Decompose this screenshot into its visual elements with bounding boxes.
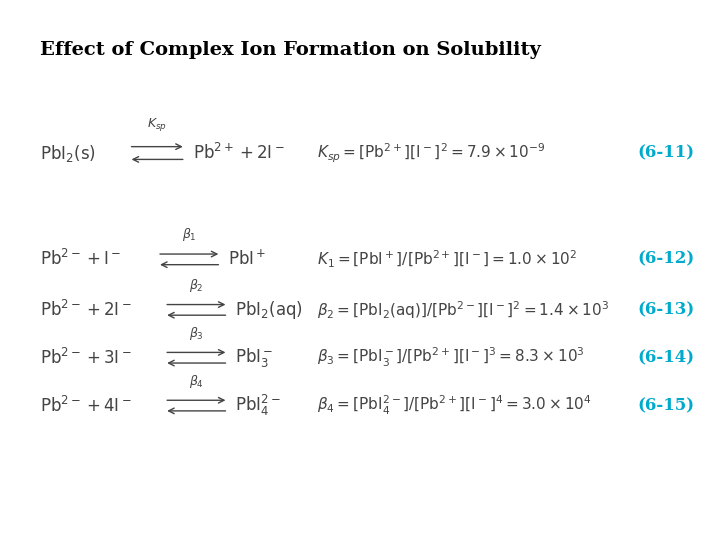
Text: $K_1 = [\mathrm{PbI^+}]/[\mathrm{Pb^{2+}}][\mathrm{I^-}] = 1.0 \times 10^{2}$: $K_1 = [\mathrm{PbI^+}]/[\mathrm{Pb^{2+}… [318, 249, 577, 270]
Text: $\beta_3 = [\mathrm{PbI_3^-}]/[\mathrm{Pb^{2+}}][\mathrm{I^-}]^3 = 8.3 \times 10: $\beta_3 = [\mathrm{PbI_3^-}]/[\mathrm{P… [318, 346, 585, 369]
Text: $\mathrm{Pb^{2+} + 2I^-}$: $\mathrm{Pb^{2+} + 2I^-}$ [193, 143, 284, 163]
Text: (6-12): (6-12) [637, 251, 695, 268]
Text: $\mathrm{PbI_2(aq)}$: $\mathrm{PbI_2(aq)}$ [235, 299, 303, 321]
Text: $\mathrm{PbI^+}$: $\mathrm{PbI^+}$ [228, 249, 267, 269]
Text: $\beta_4$: $\beta_4$ [189, 373, 204, 390]
Text: $\mathrm{PbI_4^{2-}}$: $\mathrm{PbI_4^{2-}}$ [235, 393, 282, 418]
Text: $\beta_1$: $\beta_1$ [182, 226, 197, 244]
Text: $\mathrm{PbI_2(s)}$: $\mathrm{PbI_2(s)}$ [40, 143, 96, 164]
Text: $\beta_2 = [\mathrm{PbI_2(aq)}]/[\mathrm{Pb^{2-}}][\mathrm{I^-}]^2 = 1.4 \times : $\beta_2 = [\mathrm{PbI_2(aq)}]/[\mathrm… [318, 299, 610, 321]
Text: (6-13): (6-13) [637, 301, 695, 319]
Text: $\mathrm{Pb^{2-} + 4I^-}$: $\mathrm{Pb^{2-} + 4I^-}$ [40, 395, 132, 416]
Text: (6-15): (6-15) [637, 397, 695, 414]
Text: $\mathrm{Pb^{2-} + 3I^-}$: $\mathrm{Pb^{2-} + 3I^-}$ [40, 348, 132, 368]
Text: (6-11): (6-11) [637, 145, 695, 161]
Text: $\mathrm{Pb^{2-} + 2I^-}$: $\mathrm{Pb^{2-} + 2I^-}$ [40, 300, 132, 320]
Text: (6-14): (6-14) [637, 349, 695, 366]
Text: $K_{sp} = [\mathrm{Pb^{2+}}][\mathrm{I^-}]^2 = 7.9 \times 10^{-9}$: $K_{sp} = [\mathrm{Pb^{2+}}][\mathrm{I^-… [318, 141, 546, 165]
Text: $\beta_2$: $\beta_2$ [189, 277, 204, 294]
Text: Effect of Complex Ion Formation on Solubility: Effect of Complex Ion Formation on Solub… [40, 42, 541, 59]
Text: $\beta_4 = [\mathrm{PbI_4^{2-}}]/[\mathrm{Pb^{2+}}][\mathrm{I^-}]^4 = 3.0 \times: $\beta_4 = [\mathrm{PbI_4^{2-}}]/[\mathr… [318, 394, 592, 417]
Text: $K_{sp}$: $K_{sp}$ [147, 116, 167, 133]
Text: $\mathrm{PbI_3^-}$: $\mathrm{PbI_3^-}$ [235, 346, 274, 369]
Text: $\mathrm{Pb^{2-} + I^-}$: $\mathrm{Pb^{2-} + I^-}$ [40, 249, 121, 269]
Text: $\beta_3$: $\beta_3$ [189, 325, 204, 342]
